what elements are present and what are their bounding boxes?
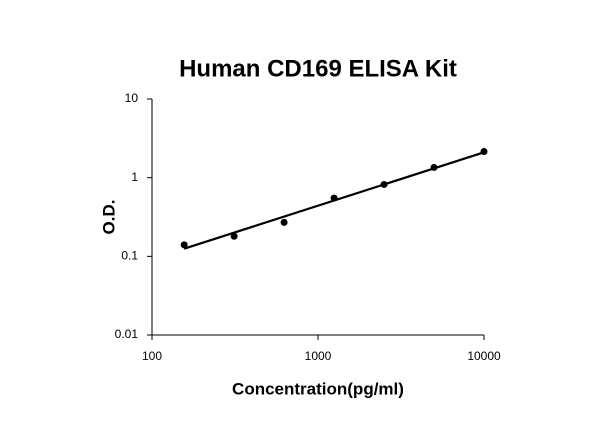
x-axis-label: Concentration(pg/ml)	[232, 379, 404, 398]
data-point	[480, 148, 488, 156]
data-point	[230, 232, 238, 240]
data-point	[280, 218, 288, 226]
y-tick-label: 0.01	[115, 327, 139, 341]
x-tick-label: 100	[142, 349, 162, 363]
y-axis-label: O.D.	[99, 200, 118, 235]
data-point	[430, 163, 438, 171]
data-point	[330, 194, 338, 202]
data-point	[180, 241, 188, 249]
y-tick-label: 1	[131, 170, 138, 184]
x-tick-label: 1000	[305, 349, 332, 363]
chart-title: Human CD169 ELISA Kit	[179, 55, 457, 82]
x-tick-label: 10000	[467, 349, 501, 363]
data-point	[380, 180, 388, 188]
y-tick-label: 0.1	[121, 249, 138, 263]
y-tick-label: 10	[125, 91, 139, 105]
